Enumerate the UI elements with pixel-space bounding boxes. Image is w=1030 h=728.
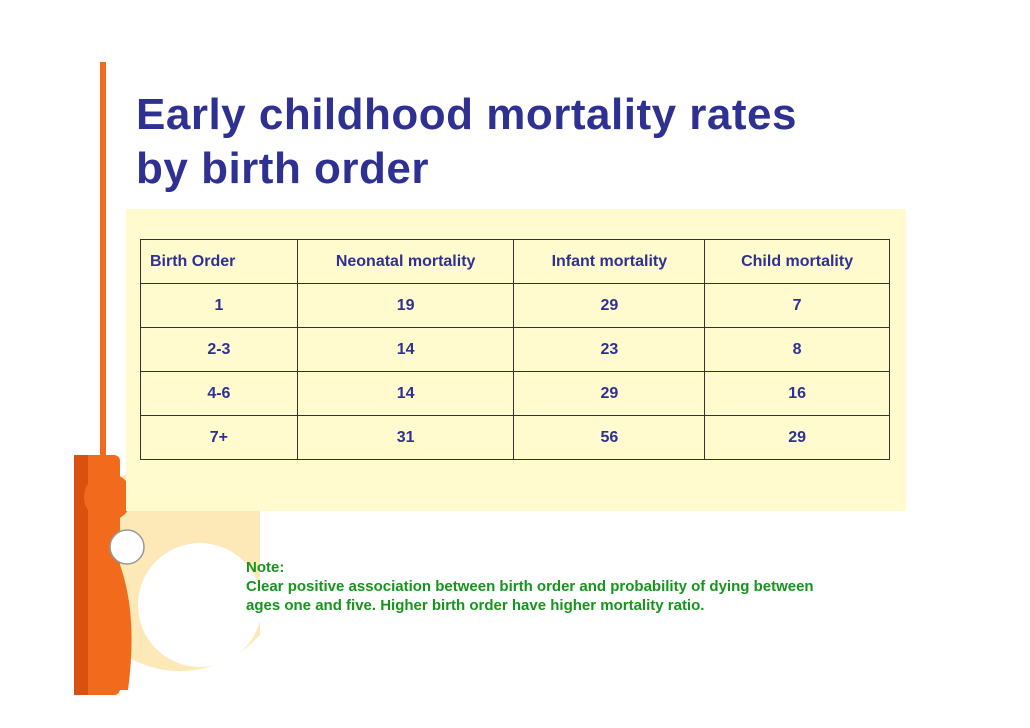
note-label: Note: <box>246 559 285 576</box>
cell-child: 7 <box>704 283 890 328</box>
slide-title-line-1: Early childhood mortality rates <box>136 90 797 139</box>
cell-child: 29 <box>704 415 890 460</box>
note-line-1: Clear positive association between birth… <box>246 578 814 595</box>
cell-birth-order: 4-6 <box>140 371 298 416</box>
cell-infant: 29 <box>513 371 706 416</box>
decorative-bar-shade <box>74 455 88 695</box>
cell-child: 8 <box>704 327 890 372</box>
note-line-2: ages one and five. Higher birth order ha… <box>246 597 705 614</box>
cell-birth-order: 7+ <box>140 415 298 460</box>
table-row: 2-3 14 23 8 <box>140 327 890 372</box>
cell-birth-order: 1 <box>140 283 298 328</box>
cell-infant: 23 <box>513 327 706 372</box>
table-row: 7+ 31 56 29 <box>140 415 890 460</box>
table-row: 4-6 14 29 16 <box>140 371 890 416</box>
decorative-head <box>84 473 132 521</box>
decorative-vertical-line <box>100 62 106 497</box>
slide-title: Early childhood mortality rates by birth… <box>136 88 797 196</box>
decorative-figure-body <box>110 565 132 690</box>
decorative-small-circle <box>109 529 145 565</box>
cell-infant: 29 <box>513 283 706 328</box>
cell-child: 16 <box>704 371 890 416</box>
header-neonatal-mortality: Neonatal mortality <box>296 239 515 284</box>
decorative-figure-graphic <box>74 455 260 695</box>
slide-title-line-2: by birth order <box>136 144 430 193</box>
cell-neonatal: 14 <box>296 327 515 372</box>
table-header-row: Birth Order Neonatal mortality Infant mo… <box>140 239 890 284</box>
cell-neonatal: 19 <box>296 283 515 328</box>
header-infant-mortality: Infant mortality <box>513 239 706 284</box>
cell-neonatal: 31 <box>296 415 515 460</box>
header-birth-order: Birth Order <box>140 239 298 284</box>
decorative-circle-inner <box>138 543 260 667</box>
table-row: 1 19 29 7 <box>140 283 890 328</box>
header-child-mortality: Child mortality <box>704 239 890 284</box>
note-block: Note: Clear positive association between… <box>246 558 926 615</box>
cell-neonatal: 14 <box>296 371 515 416</box>
mortality-table: Birth Order Neonatal mortality Infant mo… <box>140 239 890 460</box>
cell-birth-order: 2-3 <box>140 327 298 372</box>
cell-infant: 56 <box>513 415 706 460</box>
